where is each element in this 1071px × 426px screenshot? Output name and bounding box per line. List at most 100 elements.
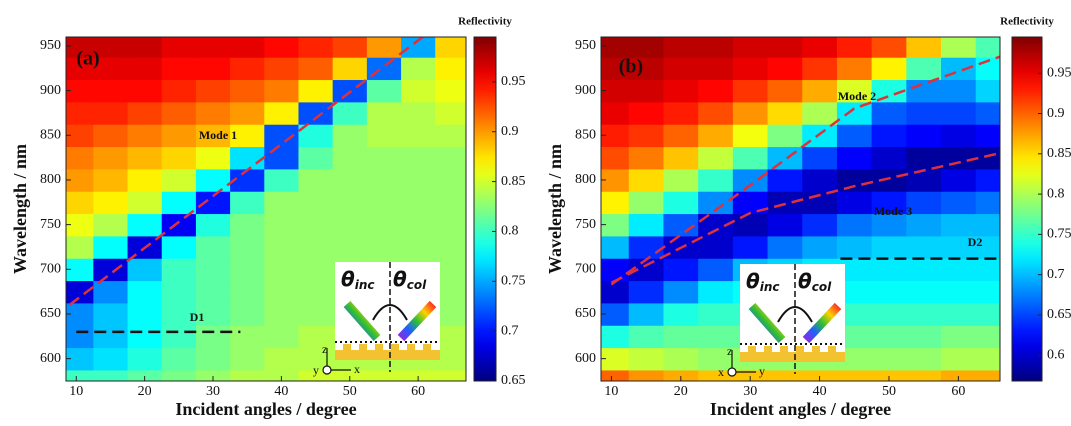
- heat-cell: [264, 347, 300, 371]
- heat-cell: [195, 37, 231, 58]
- heat-cell: [230, 280, 265, 304]
- heat-cell: [264, 235, 300, 259]
- x-tick-label: 50: [882, 384, 896, 399]
- heat-cell: [601, 57, 630, 81]
- heat-cell: [195, 347, 231, 371]
- heat-cell: [663, 57, 699, 81]
- heat-cell: [871, 124, 907, 148]
- heat-cell: [836, 213, 873, 237]
- heat-cell: [127, 101, 163, 125]
- y-tick-label: 750: [40, 217, 61, 232]
- theta-col: θcol: [798, 269, 832, 294]
- heat-cell: [601, 37, 630, 58]
- heat-cell: [401, 101, 436, 125]
- incident-beam: [343, 301, 381, 341]
- heat-cell: [601, 347, 630, 371]
- colorbar-tick-label: 0.8: [501, 224, 519, 239]
- y-tick-label: 800: [40, 172, 61, 187]
- heat-cell: [767, 369, 803, 381]
- y-tick-label: 950: [575, 38, 596, 53]
- heat-cell: [975, 213, 1000, 237]
- heat-cell: [975, 235, 1000, 259]
- colorbar-tick-label: 0.95: [501, 74, 526, 89]
- heat-cell: [601, 302, 630, 326]
- heat-cell: [93, 101, 129, 125]
- heat-cell: [435, 146, 466, 170]
- heat-cell: [836, 235, 873, 259]
- heat-cell: [401, 369, 436, 381]
- heat-cell: [767, 235, 803, 259]
- heat-cell: [906, 258, 942, 282]
- heat-cell: [767, 124, 803, 148]
- heat-cell: [975, 302, 1000, 326]
- heat-cell: [195, 235, 231, 259]
- heat-cell: [230, 146, 265, 170]
- x-tick-label: 60: [411, 384, 425, 399]
- heat-cell: [906, 168, 942, 192]
- axis-name: z: [322, 342, 327, 356]
- heat-cell: [230, 191, 265, 215]
- heat-cell: [601, 124, 630, 148]
- heat-cell: [941, 146, 977, 170]
- colorbar-tick-label: 0.9: [501, 124, 519, 139]
- heat-cell: [264, 101, 300, 125]
- heat-cell: [66, 146, 94, 170]
- colorbar-tick-label: 0.9: [1047, 106, 1065, 121]
- heat-cell: [298, 101, 334, 125]
- heat-cell: [230, 325, 265, 349]
- heat-cell: [906, 124, 942, 148]
- heat-cell: [401, 37, 436, 58]
- y-tick-label: 750: [575, 217, 596, 232]
- heat-cell: [93, 280, 129, 304]
- line-label: Mode 1: [199, 128, 237, 142]
- heat-cell: [663, 369, 699, 381]
- heat-cell: [871, 369, 907, 381]
- subscript: col: [407, 278, 427, 292]
- heat-cell: [435, 101, 466, 125]
- heat-cell: [698, 168, 734, 192]
- x-tick-label: 60: [951, 384, 965, 399]
- colorbar-tick-label: 0.7: [1047, 267, 1065, 282]
- heat-cell: [127, 146, 163, 170]
- heat-cell: [975, 369, 1000, 381]
- y-tick-label: 850: [40, 128, 61, 143]
- axis-name: z: [727, 344, 732, 358]
- heat-cell: [401, 146, 436, 170]
- theta-inc: θinc: [746, 269, 780, 294]
- heat-cell: [127, 258, 163, 282]
- collected-beam: [397, 300, 437, 342]
- annotation-lines: [610, 55, 1000, 286]
- heat-cell: [127, 124, 163, 148]
- heat-cell: [836, 347, 873, 371]
- heat-cell: [93, 191, 129, 215]
- heat-cell: [161, 258, 197, 282]
- heat-cell: [767, 101, 803, 125]
- heat-cell: [663, 325, 699, 349]
- heat-cell: [906, 347, 942, 371]
- heat-cell: [975, 325, 1000, 349]
- grating: [359, 344, 367, 351]
- heat-cell: [230, 124, 265, 148]
- heat-cell: [298, 79, 334, 103]
- heat-cell: [93, 79, 129, 103]
- heat-cell: [663, 258, 699, 282]
- dashed-line: [610, 151, 1000, 284]
- heat-cell: [401, 191, 436, 215]
- heat-cell: [871, 213, 907, 237]
- heat-cell: [906, 37, 942, 58]
- heat-cell: [401, 168, 436, 192]
- y-tick-label: 700: [40, 262, 61, 277]
- heat-cell: [663, 302, 699, 326]
- theta-col: θcol: [393, 267, 427, 292]
- heat-cell: [906, 191, 942, 215]
- colorbar-tick-label: 0.95: [1047, 65, 1071, 80]
- heat-cell: [601, 235, 630, 259]
- heat-cell: [941, 101, 977, 125]
- heat-cell: [802, 369, 838, 381]
- heat-cell: [628, 347, 665, 371]
- heat-cell: [732, 168, 769, 192]
- heat-cell: [195, 213, 231, 237]
- heat-cell: [601, 213, 630, 237]
- heat-cell: [230, 235, 265, 259]
